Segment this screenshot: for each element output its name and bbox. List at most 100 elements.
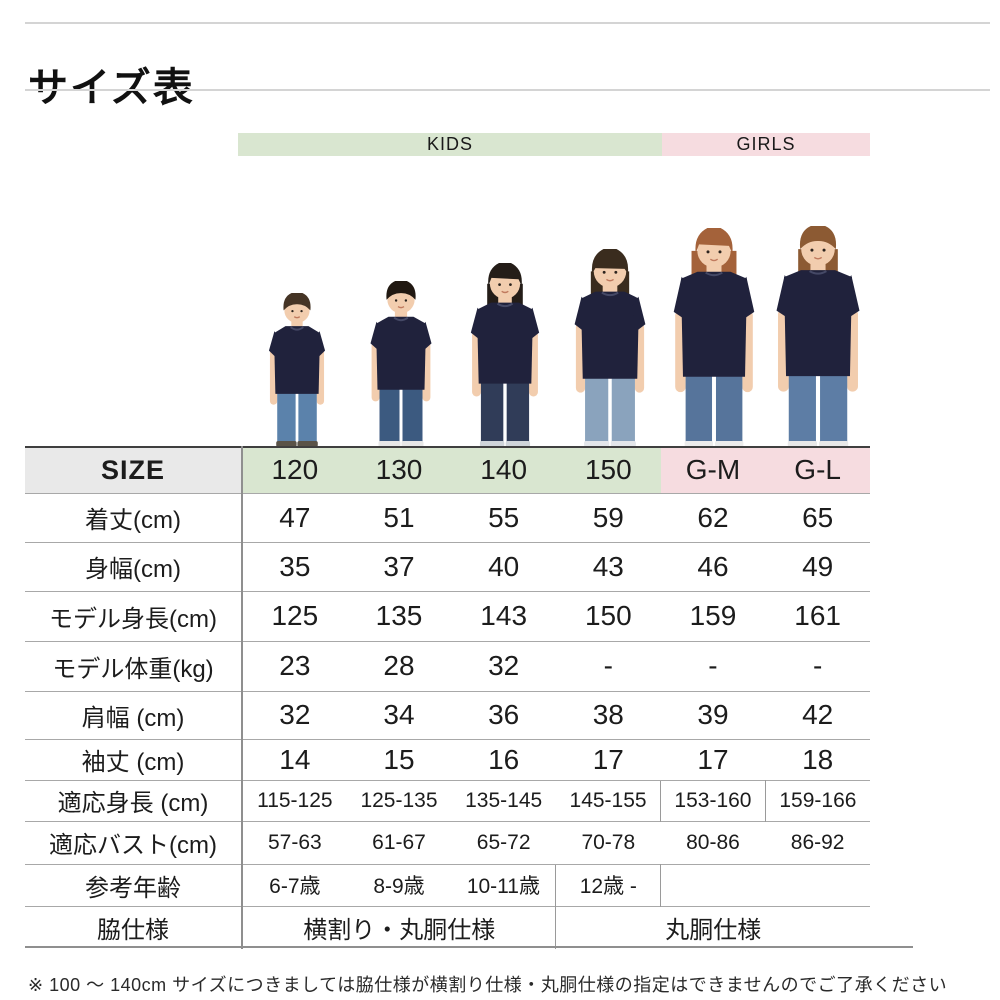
- model-photos: [0, 0, 1000, 447]
- row-label-body-length: 着丈(cm): [25, 492, 244, 542]
- cell-fit-height-G-L: 159-166: [765, 779, 870, 821]
- cell-fit-height-G-M: 153-160: [660, 779, 766, 821]
- header-rule-top: [25, 22, 990, 24]
- cell-sleeve-length-G-M: 17: [660, 738, 766, 780]
- cell-model-weight-G-L: -: [765, 640, 870, 691]
- cell-side-seam-spec-0: 横割り・丸胴仕様: [242, 905, 556, 949]
- table-row-reference-age: 参考年齢 6-7歳 8-9歳 10-11歳 12歳 -: [25, 863, 870, 906]
- cell-body-length-120: 47: [242, 492, 347, 542]
- kids-group-header: KIDS: [238, 133, 662, 156]
- footnote: ※ 100 ～ 140cm サイズにつきましては脇仕様が横割り仕様・丸胴仕様の指…: [28, 975, 948, 995]
- size-header-row: SIZE 120 130 140 150 G-M G-L: [25, 446, 870, 493]
- table-row-shoulder-width: 肩幅 (cm) 32 34 36 38 39 42: [25, 690, 870, 739]
- cell-sleeve-length-150: 17: [555, 738, 661, 780]
- header-rule-bottom: [25, 89, 990, 91]
- cell-body-width-140: 40: [451, 541, 556, 591]
- cell-fit-height-150: 145-155: [555, 779, 661, 821]
- cell-fit-bust-G-L: 86-92: [765, 820, 870, 864]
- table-row-sleeve-length: 袖丈 (cm) 14 15 16 17 17 18: [25, 738, 870, 780]
- row-label-model-height: モデル身長(cm): [25, 590, 244, 641]
- cell-body-length-G-L: 65: [765, 492, 870, 542]
- cell-body-width-150: 43: [555, 541, 661, 591]
- table-bottom-rule: [25, 946, 913, 948]
- table-row-body-length: 着丈(cm) 47 51 55 59 62 65: [25, 492, 870, 542]
- col-header-G-M: G-M: [660, 446, 766, 493]
- cell-sleeve-length-G-L: 18: [765, 738, 870, 780]
- cell-model-height-G-L: 161: [765, 590, 870, 641]
- cell-body-length-150: 59: [555, 492, 661, 542]
- kids-group-label: KIDS: [426, 134, 473, 154]
- row-label-side-seam-spec: 脇仕様: [25, 905, 244, 949]
- cell-body-width-G-M: 46: [660, 541, 766, 591]
- cell-fit-height-120: 115-125: [242, 779, 347, 821]
- cell-reference-age-G-M: [660, 863, 766, 906]
- model-photo-G-L: [753, 223, 883, 447]
- cell-fit-bust-150: 70-78: [555, 820, 661, 864]
- row-label-model-weight: モデル体重(kg): [25, 640, 244, 691]
- cell-model-weight-G-M: -: [660, 640, 766, 691]
- table-row-fit-height: 適応身長 (cm) 115-125 125-135 135-145 145-155 153…: [25, 779, 870, 821]
- cell-shoulder-width-140: 36: [451, 690, 556, 739]
- cell-reference-age-G-L: [765, 863, 870, 906]
- col-header-G-L: G-L: [765, 446, 870, 493]
- col-header-140: 140: [451, 446, 556, 493]
- row-label-fit-height: 適応身長 (cm): [25, 779, 244, 821]
- cell-sleeve-length-140: 16: [451, 738, 556, 780]
- cell-body-width-120: 35: [242, 541, 347, 591]
- row-label-reference-age: 参考年齢: [25, 863, 244, 906]
- cell-body-length-G-M: 62: [660, 492, 766, 542]
- cell-reference-age-130: 8-9歳: [346, 863, 452, 906]
- table-row-fit-bust: 適応バスト(cm) 57-63 61-67 65-72 70-78 80-86 86-92: [25, 820, 870, 864]
- table-row-model-height: モデル身長(cm) 125 135 143 150 159 161: [25, 590, 870, 641]
- cell-reference-age-120: 6-7歳: [242, 863, 347, 906]
- girls-group-header: GIRLS: [662, 133, 870, 156]
- cell-model-height-140: 143: [451, 590, 556, 641]
- table-row-side-seam-spec: 脇仕様 横割り・丸胴仕様 丸胴仕様: [25, 905, 870, 949]
- cell-sleeve-length-130: 15: [346, 738, 452, 780]
- cell-fit-bust-140: 65-72: [451, 820, 556, 864]
- col-header-150: 150: [555, 446, 661, 493]
- row-label-sleeve-length: 袖丈 (cm): [25, 738, 244, 780]
- model-photo-140: [440, 260, 570, 447]
- row-label-shoulder-width: 肩幅 (cm): [25, 690, 244, 739]
- table-row-body-width: 身幅(cm) 35 37 40 43 46 49: [25, 541, 870, 591]
- col-header-120: 120: [242, 446, 347, 493]
- cell-fit-bust-120: 57-63: [242, 820, 347, 864]
- cell-shoulder-width-150: 38: [555, 690, 661, 739]
- model-photo-G-M: [649, 225, 779, 447]
- cell-model-weight-150: -: [555, 640, 661, 691]
- col-header-130: 130: [346, 446, 452, 493]
- cell-fit-height-140: 135-145: [451, 779, 556, 821]
- cell-fit-bust-G-M: 80-86: [660, 820, 766, 864]
- cell-body-length-130: 51: [346, 492, 452, 542]
- model-photo-150: [545, 246, 675, 447]
- cell-fit-height-130: 125-135: [346, 779, 452, 821]
- cell-shoulder-width-G-L: 42: [765, 690, 870, 739]
- size-header-label: SIZE: [25, 446, 244, 493]
- cell-shoulder-width-G-M: 39: [660, 690, 766, 739]
- girls-group-label: GIRLS: [736, 134, 796, 154]
- cell-sleeve-length-120: 14: [242, 738, 347, 780]
- cell-model-height-120: 125: [242, 590, 347, 641]
- cell-fit-bust-130: 61-67: [346, 820, 452, 864]
- cell-body-width-130: 37: [346, 541, 452, 591]
- cell-shoulder-width-130: 34: [346, 690, 452, 739]
- cell-model-height-G-M: 159: [660, 590, 766, 641]
- cell-model-height-130: 135: [346, 590, 452, 641]
- cell-model-weight-130: 28: [346, 640, 452, 691]
- row-label-fit-bust: 適応バスト(cm): [25, 820, 244, 864]
- cell-body-length-140: 55: [451, 492, 556, 542]
- cell-model-weight-140: 32: [451, 640, 556, 691]
- cell-reference-age-140: 10-11歳: [451, 863, 556, 906]
- cell-shoulder-width-120: 32: [242, 690, 347, 739]
- page-title: サイズ表: [28, 65, 195, 110]
- cell-reference-age-150: 12歳 -: [555, 863, 662, 906]
- cell-model-weight-120: 23: [242, 640, 347, 691]
- cell-model-height-150: 150: [555, 590, 661, 641]
- model-photo-130: [336, 279, 466, 447]
- cell-body-width-G-L: 49: [765, 541, 870, 591]
- row-label-body-width: 身幅(cm): [25, 541, 244, 591]
- model-photo-120: [232, 291, 362, 447]
- table-row-model-weight: モデル体重(kg) 23 28 32- - -: [25, 640, 870, 691]
